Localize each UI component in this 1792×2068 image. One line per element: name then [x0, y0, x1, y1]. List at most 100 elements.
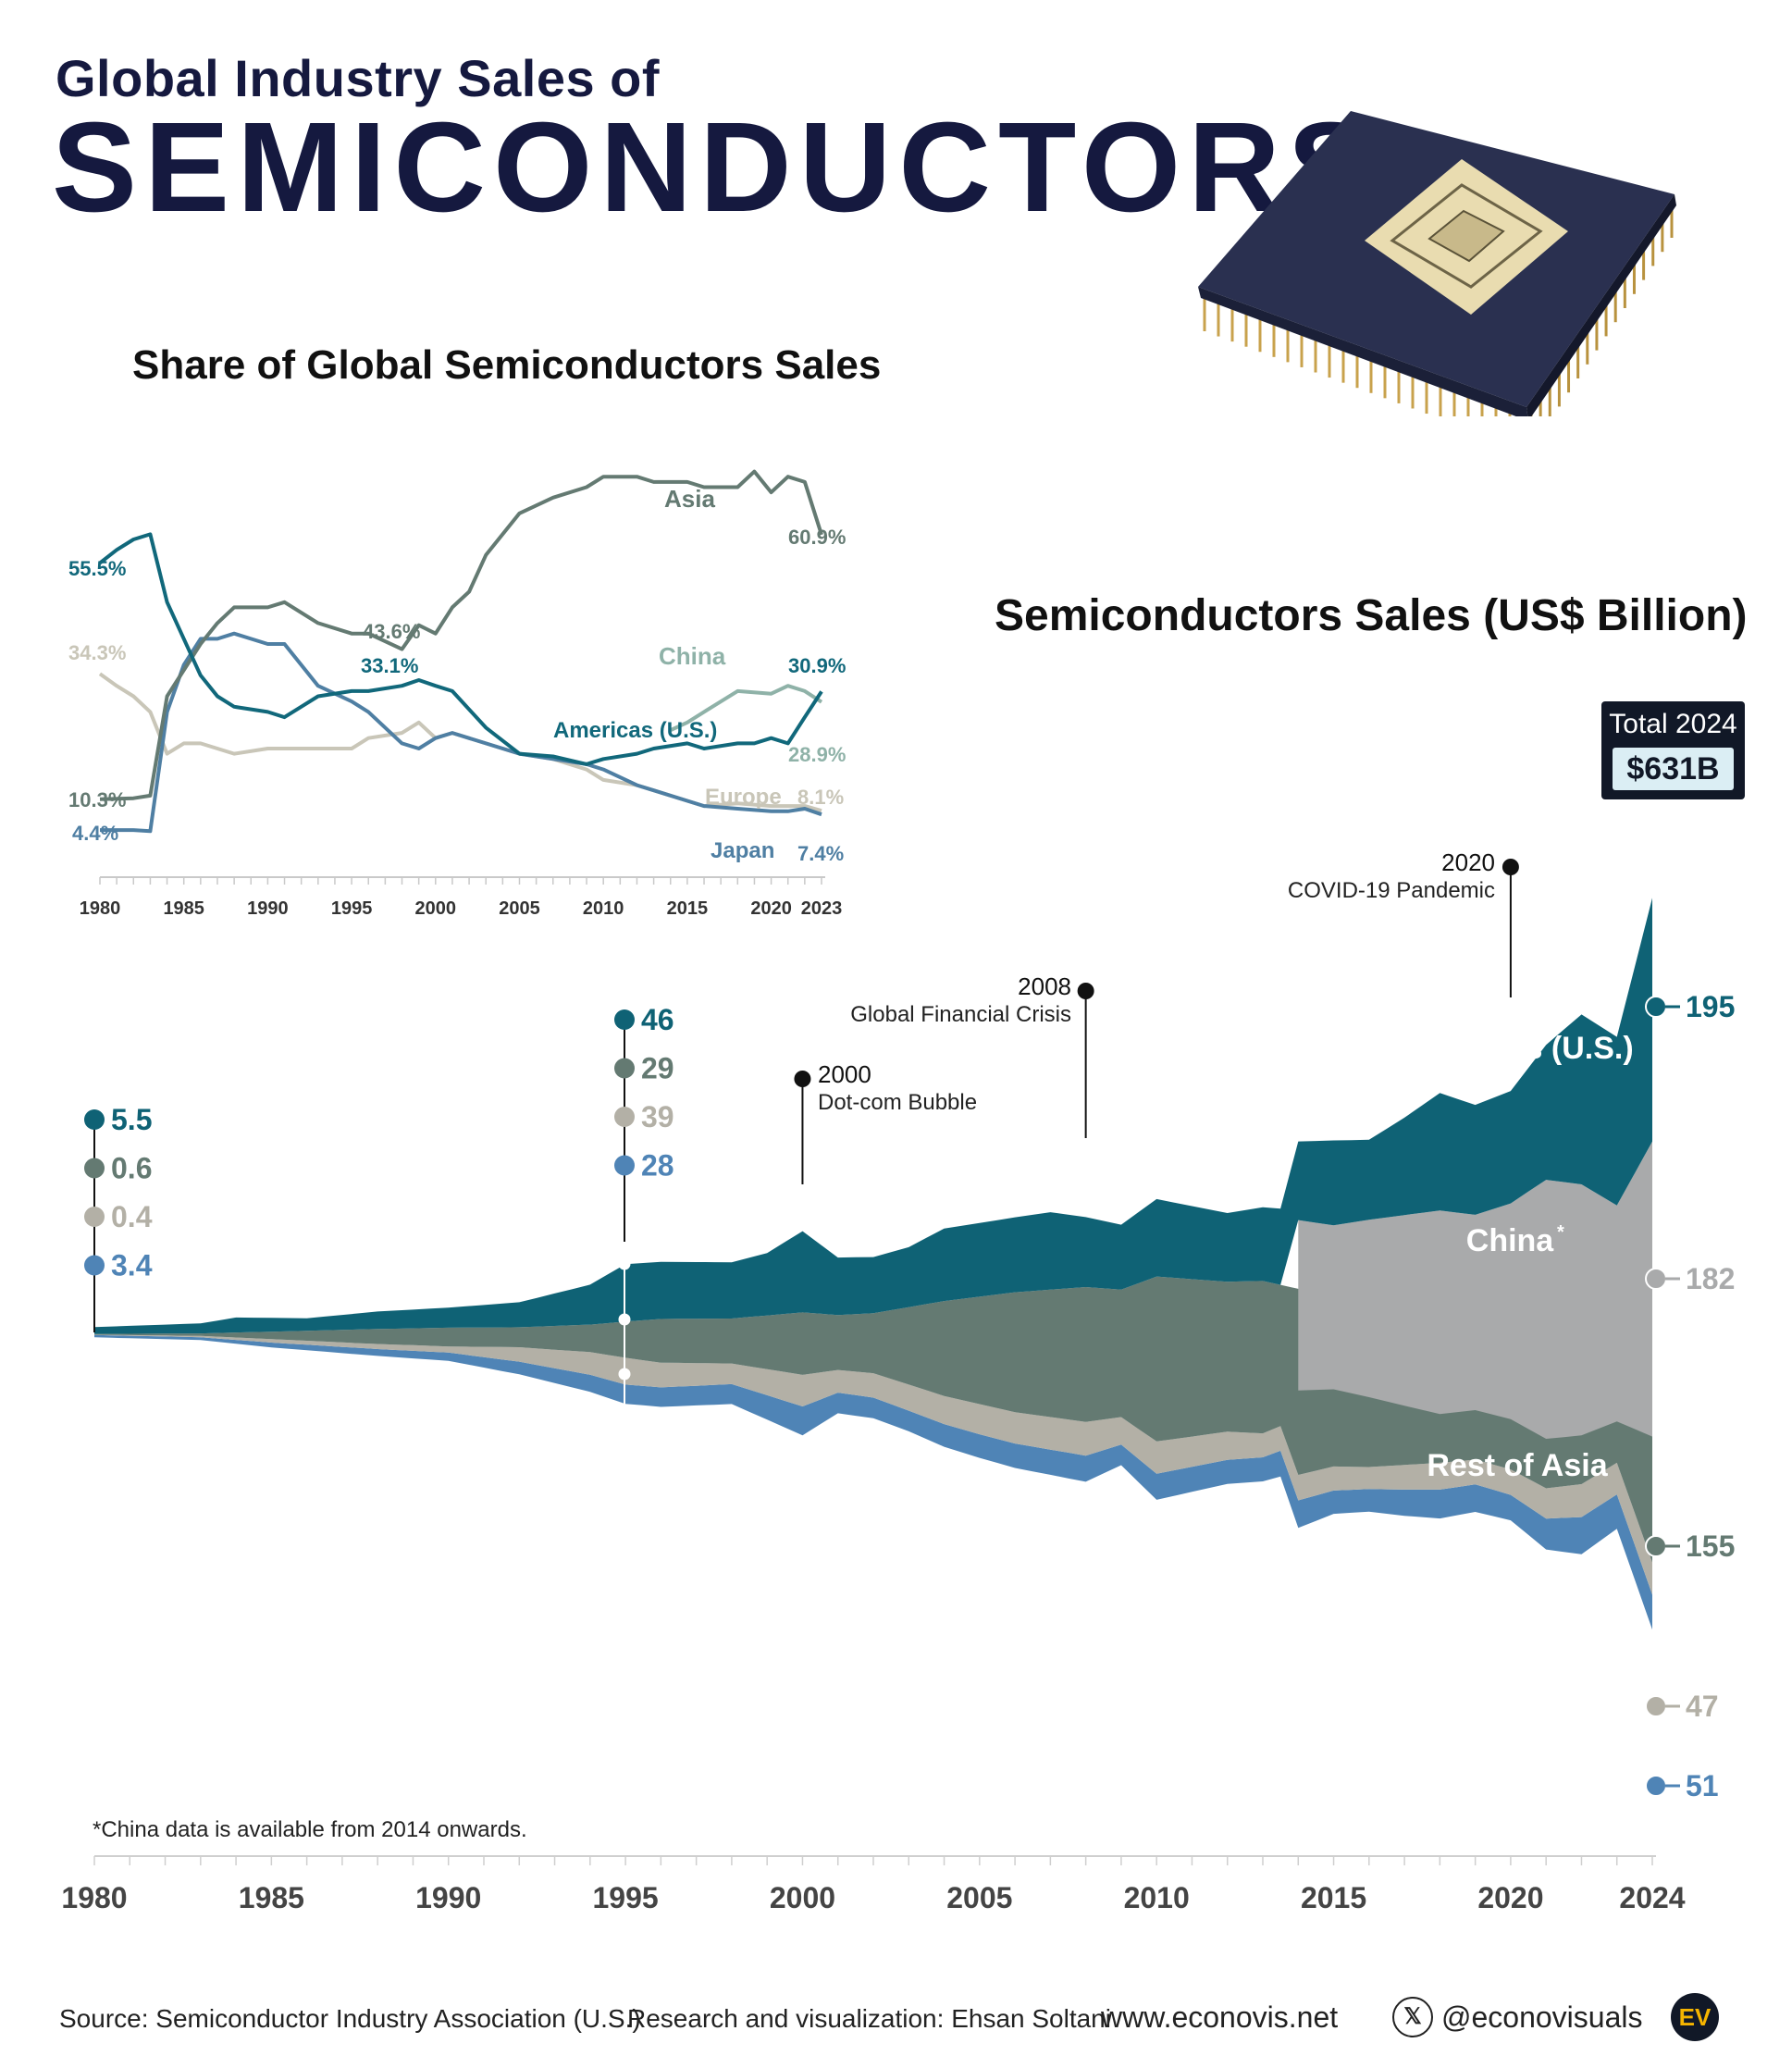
- chip-body-edge-left: [1198, 287, 1528, 416]
- sales-x-tick-label: 2024: [1619, 1881, 1685, 1914]
- value-1980-value: 0.4: [111, 1200, 153, 1233]
- value-1980-value: 0.6: [111, 1152, 152, 1185]
- share-label-europe: 8.1%: [797, 786, 844, 809]
- share-label-japan: 7.4%: [797, 842, 844, 865]
- sales-areas: [94, 898, 1652, 1630]
- area-rest-of-asia: [94, 1266, 1652, 1563]
- share-x-tick-label: 1985: [163, 898, 204, 919]
- share-label-asia: 10.3%: [68, 788, 126, 811]
- share-x-tick-label: 2023: [801, 898, 843, 919]
- chip-pins: [1203, 201, 1674, 416]
- source-text: Source: Semiconductor Industry Associati…: [59, 2004, 641, 2033]
- event-year: 2000: [818, 1060, 871, 1088]
- share-label-asia: Asia: [664, 485, 715, 513]
- value-2024-label: 51: [1686, 1769, 1719, 1802]
- share-label-asia: 43.6%: [363, 620, 420, 643]
- value-2024-label: 155: [1686, 1529, 1735, 1563]
- sales-x-tick-label: 1985: [239, 1881, 304, 1914]
- value-1995-value: 46: [641, 1003, 674, 1036]
- title-big: SEMICONDUCTORS: [52, 96, 1380, 239]
- share-label-americas: 55.5%: [68, 557, 126, 580]
- value-1980-dot: [84, 1255, 105, 1276]
- share-label-asia: 60.9%: [788, 526, 846, 549]
- share-label-europe: 34.3%: [68, 641, 126, 664]
- sales-x-tick-label: 2020: [1477, 1881, 1543, 1914]
- value-2024-dot: [1645, 996, 1667, 1018]
- event-year: 2020: [1441, 848, 1495, 876]
- share-x-tick-label: 2020: [750, 898, 792, 919]
- share-label-americas: 30.9%: [788, 654, 846, 677]
- value-2024-dot: [1645, 1268, 1667, 1290]
- sales-x-tick-label: 2005: [946, 1881, 1012, 1914]
- layer-label-china: China: [1466, 1223, 1555, 1258]
- total-box: Total 2024 $631B: [1601, 701, 1745, 799]
- area-japan: [94, 1334, 1652, 1595]
- website-link[interactable]: www.econovis.net: [1101, 2000, 1339, 2034]
- event-name: Global Financial Crisis: [850, 1002, 1071, 1027]
- layer-label-americas: Americas (U.S.): [1401, 1031, 1633, 1066]
- share-x-tick-label: 2000: [415, 898, 457, 919]
- sales-x-tick-label: 2015: [1301, 1881, 1366, 1914]
- share-label-china: China: [659, 642, 726, 670]
- layer-label-japan: Japan: [1549, 1622, 1634, 1655]
- layer-label-europe: Europe: [1539, 1700, 1640, 1733]
- layer-label-rest-of-asia: Rest of Asia: [1427, 1448, 1608, 1483]
- title-small: Global Industry Sales of: [56, 49, 661, 107]
- chip-die: [1427, 209, 1505, 263]
- sales-x-tick-label: 1990: [415, 1881, 481, 1914]
- value-1995-value: 29: [641, 1052, 674, 1085]
- event-year: 2008: [1018, 972, 1071, 1000]
- share-label-japan: 4.4%: [72, 822, 118, 845]
- share-label-china: 28.9%: [788, 743, 846, 766]
- value-1995-dot: [614, 1107, 635, 1127]
- share-x-tick-label: 1995: [331, 898, 373, 919]
- value-1995-dot: [614, 1058, 635, 1079]
- value-2024-dot: [1645, 1695, 1667, 1717]
- total-value: $631B: [1613, 748, 1734, 790]
- event-dot: [1502, 859, 1519, 875]
- share-chart-title: Share of Global Semiconductors Sales: [132, 342, 882, 388]
- share-chart: 1980 1985 1990 1995 2000 2005 2010 2015 2020 2023…: [68, 469, 846, 919]
- x-logo-icon: 𝕏: [1392, 1997, 1433, 2037]
- sales-x-tick-label: 2000: [770, 1881, 835, 1914]
- sales-chart: Americas (U.S.) China * Rest of Asia Japan Eu…: [61, 848, 1735, 1914]
- value-2024-dot: [1645, 1535, 1667, 1557]
- share-label-americas: 33.1%: [361, 654, 418, 677]
- share-label-americas: Americas (U.S.): [553, 718, 717, 743]
- credit-text: Research and visualization: Ehsan Soltan…: [627, 2004, 1111, 2033]
- share-label-japan: Japan: [711, 838, 774, 863]
- chip-illustration: [1198, 111, 1676, 416]
- value-2024-dot: [1645, 1775, 1667, 1797]
- value-1995-dot: [614, 1009, 635, 1030]
- share-line-americas: [98, 532, 823, 766]
- econovis-logo: EV: [1671, 1993, 1719, 2041]
- chip-die-leads: [1390, 183, 1543, 289]
- event-name: COVID-19 Pandemic: [1288, 878, 1495, 903]
- value-1995-value: 28: [641, 1149, 674, 1183]
- share-x-tick-label: 2010: [583, 898, 624, 919]
- sales-chart-title: Semiconductors Sales (US$ Billion): [995, 591, 1748, 640]
- layer-label-china-asterisk: *: [1557, 1222, 1564, 1243]
- value-2024-label: 47: [1686, 1690, 1719, 1723]
- share-x-tick-label: 1990: [247, 898, 289, 919]
- value-1995-value: 39: [641, 1100, 674, 1133]
- share-x-tick-label: 2015: [667, 898, 709, 919]
- sales-x-tick-label: 1995: [592, 1881, 658, 1914]
- event-name: Dot-com Bubble: [818, 1090, 977, 1115]
- total-label: Total 2024: [1609, 709, 1737, 739]
- value-1980-dot: [84, 1109, 105, 1130]
- value-2024-label: 195: [1686, 990, 1735, 1023]
- value-1980-value: 3.4: [111, 1249, 153, 1282]
- area-americas: [94, 898, 1652, 1334]
- sales-x-tick-label: 2010: [1124, 1881, 1190, 1914]
- event-dot: [1077, 983, 1094, 999]
- share-line-china: [669, 684, 823, 733]
- share-x-tick-label: 1980: [80, 898, 121, 919]
- share-label-europe: Europe: [705, 785, 782, 810]
- social-handle[interactable]: @econovisuals: [1441, 2000, 1643, 2034]
- sales-x-tick-label: 1980: [61, 1881, 127, 1914]
- share-x-tick-label: 2005: [499, 898, 540, 919]
- footnote: *China data is available from 2014 onwar…: [93, 1817, 527, 1842]
- value-1980-dot: [84, 1158, 105, 1179]
- value-1995-dot: [614, 1155, 635, 1176]
